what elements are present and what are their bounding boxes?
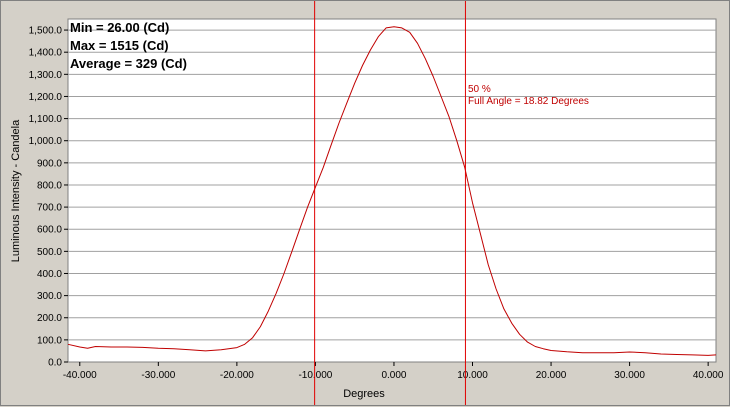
y-tick-label: 900.0 bbox=[37, 158, 62, 169]
y-tick-label: 1,400.0 bbox=[29, 48, 63, 59]
stat-min: Min = 26.00 (Cd) bbox=[70, 20, 169, 35]
x-tick-label: 0.000 bbox=[381, 370, 406, 381]
y-tick-label: 800.0 bbox=[37, 180, 62, 191]
x-tick-label: 30.000 bbox=[614, 370, 645, 381]
plot-area bbox=[67, 18, 717, 363]
y-tick-label: 400.0 bbox=[37, 269, 62, 280]
x-tick-label: -40.000 bbox=[63, 370, 97, 381]
stat-average: Average = 329 (Cd) bbox=[70, 56, 187, 71]
y-tick-label: 1,000.0 bbox=[29, 136, 63, 147]
x-tick-label: 20.000 bbox=[536, 370, 567, 381]
x-tick-label: 40.000 bbox=[693, 370, 724, 381]
y-tick-label: 1,300.0 bbox=[29, 70, 63, 81]
x-axis-title: Degrees bbox=[343, 388, 385, 400]
x-tick-label: -30.000 bbox=[141, 370, 175, 381]
stat-max: Max = 1515 (Cd) bbox=[70, 38, 169, 53]
y-tick-label: 1,100.0 bbox=[29, 114, 63, 125]
x-tick-label: -10.000 bbox=[298, 370, 332, 381]
y-axis-title: Luminous Intensity - Candela bbox=[10, 119, 22, 262]
y-tick-label: 100.0 bbox=[37, 335, 62, 346]
annotation-full-angle: Full Angle = 18.82 Degrees bbox=[468, 96, 589, 107]
annotation-percent: 50 % bbox=[468, 84, 491, 95]
y-tick-label: 1,200.0 bbox=[29, 92, 63, 103]
x-tick-label: 10.000 bbox=[457, 370, 488, 381]
y-tick-label: 0.0 bbox=[48, 358, 62, 369]
y-tick-label: 200.0 bbox=[37, 313, 62, 324]
x-tick-label: -20.000 bbox=[220, 370, 254, 381]
intensity-series-line bbox=[67, 26, 717, 356]
y-tick-label: 600.0 bbox=[37, 225, 62, 236]
y-tick-label: 700.0 bbox=[37, 203, 62, 214]
y-tick-label: 300.0 bbox=[37, 291, 62, 302]
y-tick-label: 500.0 bbox=[37, 247, 62, 258]
y-tick-label: 1,500.0 bbox=[29, 26, 63, 37]
